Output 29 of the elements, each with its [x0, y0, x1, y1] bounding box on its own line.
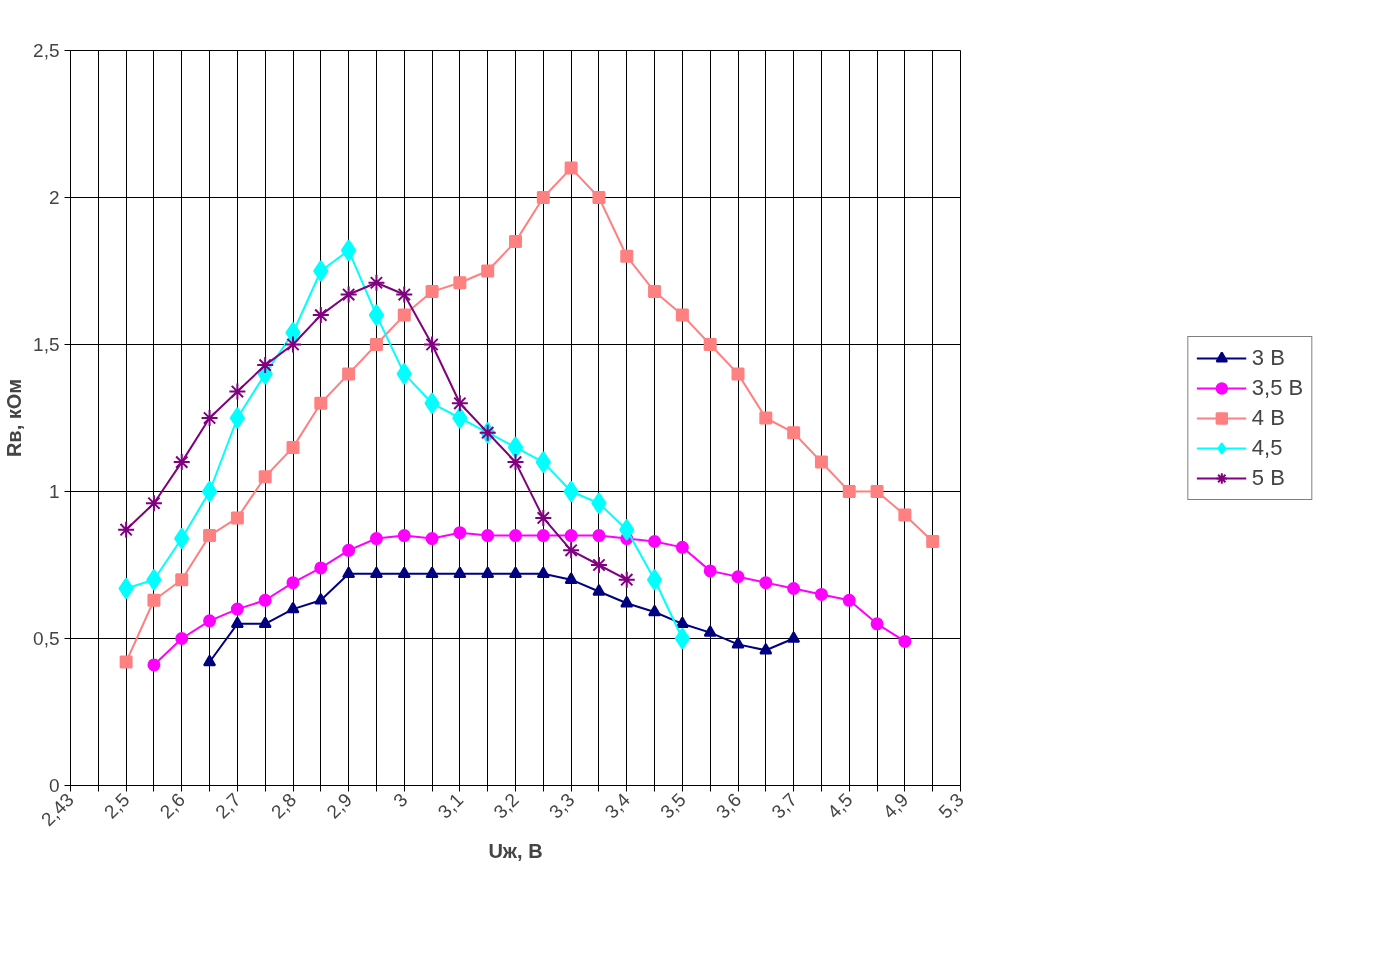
y-tick-label: 2 — [48, 187, 60, 208]
x-tick-label: 3,2 — [489, 789, 523, 823]
legend-label: 4,5 — [1251, 434, 1283, 461]
x-tick-label: 4,9 — [878, 789, 913, 823]
x-tick-label: 3 — [389, 789, 412, 812]
x-tick-label: 4,5 — [823, 789, 857, 823]
legend-label: 3 В — [1251, 344, 1285, 371]
legend-label: 3,5 В — [1251, 374, 1304, 401]
x-tick-label: 2,6 — [155, 789, 190, 823]
x-tick-label: 3,7 — [767, 789, 802, 823]
legend-label: 5 В — [1251, 464, 1285, 491]
legend-label: 4 В — [1251, 404, 1285, 431]
x-tick-label: 2,9 — [322, 789, 357, 823]
x-tick-label: 3,3 — [545, 789, 579, 823]
x-tick-label: 2,5 — [100, 789, 134, 823]
y-axis-title: Rв, кОм — [3, 378, 26, 458]
y-tick-label: 0,5 — [33, 628, 60, 649]
x-tick-label: 3,1 — [433, 789, 468, 823]
x-tick-label: 3,5 — [656, 789, 690, 823]
x-tick-label: 2,8 — [266, 789, 301, 823]
y-tick-label: 0 — [48, 775, 60, 796]
y-tick-label: 2,5 — [33, 40, 60, 61]
x-tick-label: 2,7 — [211, 789, 245, 823]
x-axis-title: Uж, В — [488, 839, 543, 862]
x-tick-label: 5,3 — [934, 789, 968, 823]
y-tick-label: 1,5 — [33, 334, 60, 355]
x-tick-label: 3,6 — [711, 789, 746, 823]
y-tick-label: 1 — [48, 481, 60, 502]
x-tick-label: 3,4 — [600, 788, 635, 823]
